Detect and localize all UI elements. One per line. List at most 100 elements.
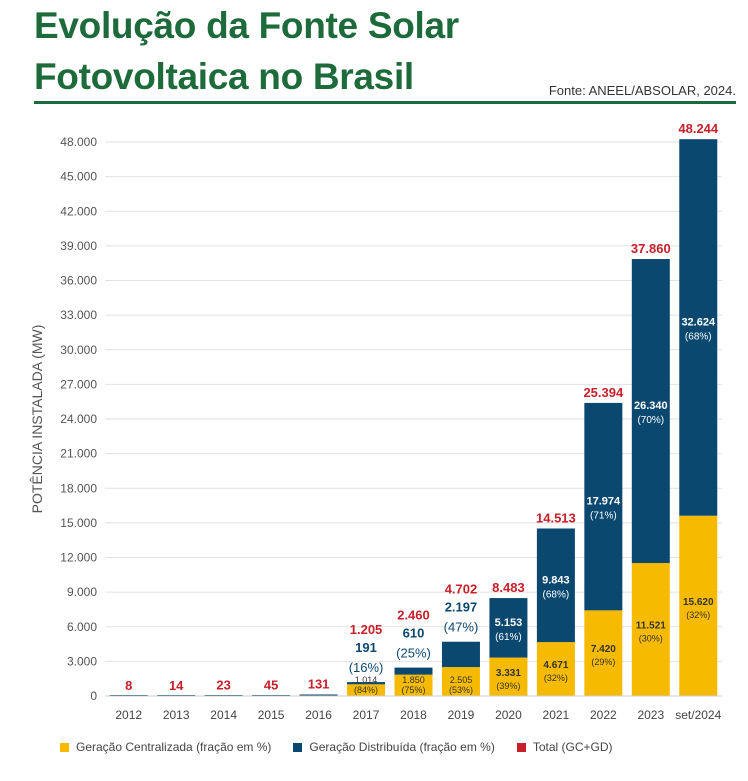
- total-label: 8: [125, 678, 132, 693]
- y-tick-label: 24.000: [60, 412, 97, 426]
- y-tick-label: 42.000: [60, 204, 97, 218]
- x-tick-label: 2019: [448, 708, 475, 722]
- gc-value-label: 3.331: [496, 668, 521, 679]
- y-tick-label: 36.000: [60, 274, 97, 288]
- gd-value-label: 26.340: [634, 400, 668, 412]
- bar-chart: 0 3.000 6.000 9.000 12.000 15.000 18.000 21.000…: [29, 121, 722, 722]
- total-label: 8.483: [492, 580, 525, 595]
- bar-gd: [347, 682, 386, 685]
- source-note: Fonte: ANEEL/ABSOLAR, 2024.: [548, 83, 736, 98]
- gc-pct-label: (75%): [401, 685, 425, 695]
- bar-gc: [536, 642, 575, 696]
- gc-value-label: 15.620: [683, 597, 714, 608]
- bar-gd: [394, 667, 433, 675]
- total-label: 14: [169, 678, 184, 693]
- legend-item-gc: Geração Centralizada (fração em %): [60, 740, 271, 754]
- title-underline: [34, 101, 736, 104]
- legend-swatch-total: [516, 742, 526, 752]
- x-tick-label: 2018: [400, 708, 427, 722]
- chart-legend: Geração Centralizada (fração em %) Geraç…: [60, 740, 613, 754]
- total-label: 131: [308, 676, 330, 691]
- gd-value-label: 17.974: [587, 496, 622, 508]
- legend-swatch-gc: [60, 742, 69, 752]
- x-tick-label: 2021: [543, 708, 570, 722]
- x-tick-label: 2023: [637, 708, 664, 722]
- bar-gc: [394, 674, 433, 696]
- x-tick-label: 2020: [495, 708, 522, 722]
- gc-value-label: 4.671: [543, 660, 568, 671]
- legend-label-gc: Geração Centralizada (fração em %): [76, 740, 272, 754]
- total-label: 14.513: [536, 510, 576, 525]
- gd-value-label: 32.624: [681, 316, 716, 328]
- y-tick-label: 15.000: [60, 516, 97, 530]
- bar-gd: [536, 528, 575, 643]
- bar-gd: [584, 402, 623, 611]
- x-tick-label: 2017: [353, 708, 380, 722]
- y-tick-label: 12.000: [60, 551, 97, 565]
- gc-pct-label: (53%): [449, 685, 473, 695]
- bar-gc: [441, 667, 480, 696]
- chart-title-line-1: Evolução da Fonte Solar: [34, 5, 459, 46]
- gd-value-label: 610: [403, 626, 425, 641]
- total-label: 48.244: [678, 121, 719, 136]
- y-tick-label: 48.000: [60, 135, 97, 149]
- legend-label-gd: Geração Distribuída (fração em %): [309, 740, 495, 754]
- gc-pct-label: (84%): [354, 685, 378, 695]
- x-tick-label: 2014: [210, 708, 237, 722]
- gc-value-label: 1.850: [402, 675, 425, 685]
- x-tick-label: 2015: [258, 708, 285, 722]
- gc-value-label: 11.521: [636, 621, 666, 632]
- y-tick-label: 6.000: [67, 620, 97, 634]
- x-tick-label: 2013: [163, 708, 190, 722]
- total-label: 23: [216, 678, 230, 693]
- bar-gd: [441, 641, 480, 668]
- gd-pct-label: (68%): [543, 589, 570, 600]
- bar-gd: [631, 259, 670, 564]
- bar-total-small: [299, 694, 338, 696]
- total-label: 1.205: [350, 622, 383, 637]
- gc-pct-label: (32%): [686, 610, 710, 620]
- x-tick-label: 2012: [115, 708, 142, 722]
- gd-pct-label: (61%): [495, 632, 522, 643]
- gd-value-label: 2.197: [445, 600, 478, 615]
- gc-value-label: 2.505: [450, 675, 473, 685]
- bar-gc: [489, 657, 528, 696]
- bar-gd: [489, 598, 528, 658]
- bar-gd: [679, 139, 718, 516]
- gc-pct-label: (30%): [639, 634, 663, 644]
- x-tick-label: 2016: [305, 708, 332, 722]
- gc-pct-label: (32%): [544, 673, 568, 683]
- gc-pct-label: (39%): [496, 681, 520, 691]
- total-label: 37.860: [631, 241, 671, 256]
- legend-swatch-gd: [293, 742, 303, 752]
- y-tick-label: 0: [90, 689, 97, 703]
- y-axis-label: POTÊNCIA INSTALADA (MW): [29, 325, 45, 514]
- gc-value-label: 7.420: [591, 644, 616, 655]
- bar-gc: [347, 684, 386, 696]
- gd-pct-label: (70%): [637, 415, 664, 426]
- y-tick-label: 9.000: [67, 585, 97, 599]
- gd-value-label: 191: [355, 640, 377, 655]
- y-tick-label: 27.000: [60, 377, 97, 391]
- y-tick-label: 21.000: [60, 447, 97, 461]
- legend-item-total: Total (GC+GD): [516, 740, 613, 754]
- legend-item-gd: Geração Distribuída (fração em %): [293, 740, 495, 754]
- x-tick-label: 2022: [590, 708, 617, 722]
- gd-pct-label: (25%): [396, 646, 431, 661]
- bar-gc: [679, 515, 718, 696]
- y-tick-label: 18.000: [60, 481, 97, 495]
- y-tick-label: 30.000: [60, 343, 97, 357]
- total-label: 2.460: [397, 608, 430, 623]
- gd-pct-label: (47%): [444, 620, 479, 635]
- legend-label-total: Total (GC+GD): [532, 740, 613, 754]
- total-label: 25.394: [583, 385, 624, 400]
- y-tick-label: 39.000: [60, 239, 97, 253]
- gc-pct-label: (29%): [591, 657, 615, 667]
- gd-pct-label: (68%): [685, 331, 712, 342]
- bar-gc: [584, 610, 623, 696]
- y-tick-label: 33.000: [60, 308, 97, 322]
- gd-pct-label: (71%): [590, 511, 617, 522]
- total-label: 45: [264, 677, 278, 692]
- gc-value-label: 1.014: [355, 675, 378, 685]
- x-tick-label: set/2024: [675, 708, 721, 722]
